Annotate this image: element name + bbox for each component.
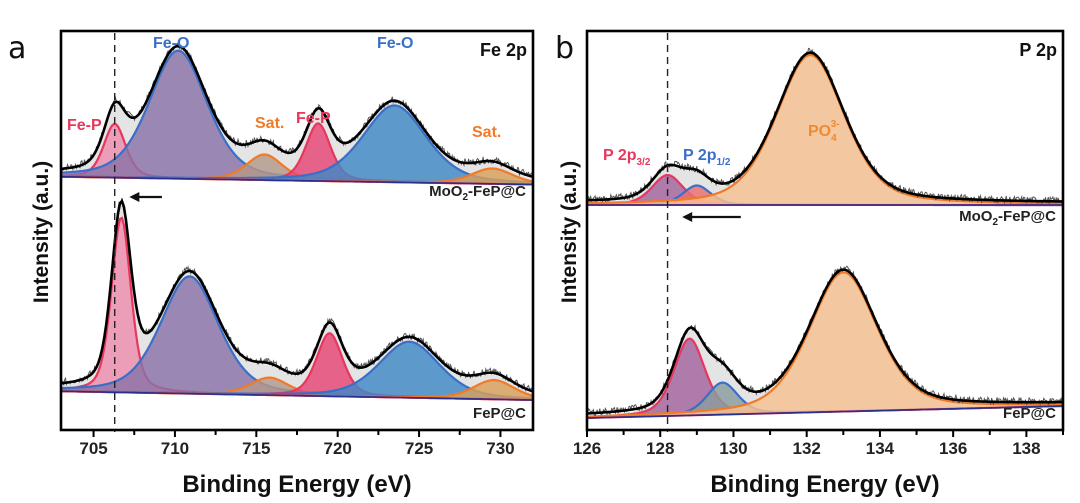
x-tick-label: 130 [719, 439, 747, 458]
envelope-line [60, 44, 534, 179]
x-tick-label: 725 [405, 439, 433, 458]
peak-annotation: Fe-P [67, 117, 102, 134]
shift-arrow-head [129, 192, 140, 202]
x-tick-label: 730 [486, 439, 514, 458]
x-tick-label: 710 [161, 439, 189, 458]
baseline [60, 175, 534, 186]
label-part: FeP@C [1003, 405, 1056, 422]
label-part: -FeP@C [468, 183, 526, 200]
component-fill-p-2p1-2 [587, 382, 1063, 418]
x-tick-label: 132 [793, 439, 821, 458]
component-fill-fe-o [61, 50, 533, 185]
peak-annotation: PO4 3- [808, 119, 840, 144]
peak-annotation: Sat. [472, 124, 501, 141]
annotation-text: PO [808, 123, 831, 140]
x-tick-label: 128 [646, 439, 674, 458]
panel-a-fe2p: MoO2-FeP@C FeP@C Fe-P Fe-O Sat. Fe-P Fe-O Sat. 7… [59, 29, 535, 458]
annotation-subscript: 4 [831, 133, 837, 144]
envelope-line [60, 198, 534, 393]
component-fill-fe-o [61, 276, 533, 400]
panel-b-title: P 2p [1019, 40, 1057, 60]
annotation-text: P 2p [683, 147, 717, 164]
x-tick-label: 136 [939, 439, 967, 458]
annotation-superscript: 3- [831, 119, 840, 130]
envelope-line [586, 268, 1064, 415]
x-axis-label-a: Binding Energy (eV) [182, 471, 411, 498]
component-fill-fe-p [61, 123, 533, 185]
spectrum-top: MoO2-FeP@C [60, 42, 534, 203]
peak-annotation: Sat. [255, 115, 284, 132]
panel-label-b: b [555, 31, 574, 66]
sample-label: FeP@C [1003, 405, 1056, 422]
sample-label: FeP@C [473, 405, 526, 422]
spectrum-bottom: FeP@C [60, 197, 534, 422]
label-part: FeP@C [473, 405, 526, 422]
component-fill-fe-o [61, 105, 533, 185]
panel-label-a: a [8, 31, 26, 66]
annotation-text: P 2p [603, 147, 637, 164]
peak-annotation: P 2p3/2 [603, 147, 651, 168]
peak-annotation: Fe-O [153, 35, 189, 52]
envelope-line [586, 51, 1064, 203]
x-axis-label-b: Binding Energy (eV) [710, 471, 939, 498]
subscript: 2 [462, 192, 468, 203]
label-part: -FeP@C [998, 208, 1056, 225]
sample-label: MoO2-FeP@C [959, 208, 1056, 228]
peak-annotation: Fe-O [377, 35, 413, 52]
panel-a-title: Fe 2p [480, 40, 527, 60]
y-axis-label-b: Intensity (a.u.) [558, 161, 581, 303]
plot-frame [585, 29, 1065, 432]
x-tick-label: 126 [573, 439, 601, 458]
component-fill-po4-3- [587, 55, 1063, 206]
x-tick-label: 138 [1012, 439, 1040, 458]
x-tick-label: 715 [242, 439, 270, 458]
component-fill-po4-3- [587, 272, 1063, 418]
y-axis-label-a: Intensity (a.u.) [30, 161, 53, 303]
peak-annotation: Fe-P [296, 110, 331, 127]
label-part: MoO [959, 208, 993, 225]
spectrum-top: MoO2-FeP@C [586, 47, 1064, 228]
x-tick-label: 720 [324, 439, 352, 458]
peak-annotation: P 2p1/2 [683, 147, 731, 168]
x-tick-label: 134 [866, 439, 895, 458]
sample-label: MoO2-FeP@C [429, 183, 526, 203]
component-fill-fe-p [61, 217, 533, 400]
baseline [60, 390, 534, 401]
component-fill-fe-o [61, 341, 533, 400]
annotation-subscript: 1/2 [717, 157, 731, 168]
subscript: 2 [992, 217, 998, 228]
label-part: MoO [429, 183, 463, 200]
annotation-subscript: 3/2 [637, 157, 651, 168]
spectrum-bottom: FeP@C [586, 265, 1064, 422]
x-tick-label: 705 [79, 439, 107, 458]
shift-arrow-head [682, 212, 693, 222]
baseline [586, 405, 1064, 419]
